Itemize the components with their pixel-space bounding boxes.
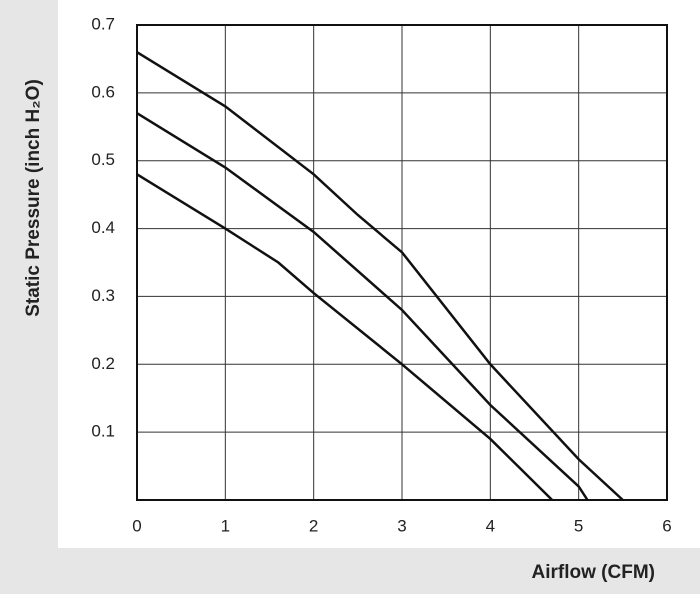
x-tick-label: 3	[397, 516, 406, 535]
plot-frame	[136, 24, 668, 501]
y-tick-label: 0.1	[91, 422, 115, 441]
curve	[136, 51, 624, 501]
x-tick-label: 2	[309, 516, 318, 535]
curve	[136, 173, 554, 501]
x-tick-label: 6	[662, 516, 671, 535]
x-tick-label: 0	[132, 516, 141, 535]
y-tick-label: 0.5	[91, 150, 115, 169]
y-axis-title: Static Pressure (inch H₂O)	[23, 79, 44, 317]
y-tick-label: 0.4	[91, 218, 115, 237]
x-tick-label: 5	[574, 516, 583, 535]
x-axis-title: Airflow (CFM)	[532, 562, 655, 583]
side-band	[0, 0, 58, 594]
x-tick-label: 1	[221, 516, 230, 535]
y-tick-label: 0.7	[91, 14, 115, 33]
x-tick-label: 4	[486, 516, 495, 535]
bottom-band	[0, 548, 700, 594]
curve	[136, 112, 589, 501]
y-tick-label: 0.6	[91, 82, 115, 101]
y-tick-label: 0.2	[91, 354, 115, 373]
y-tick-label: 0.3	[91, 286, 115, 305]
